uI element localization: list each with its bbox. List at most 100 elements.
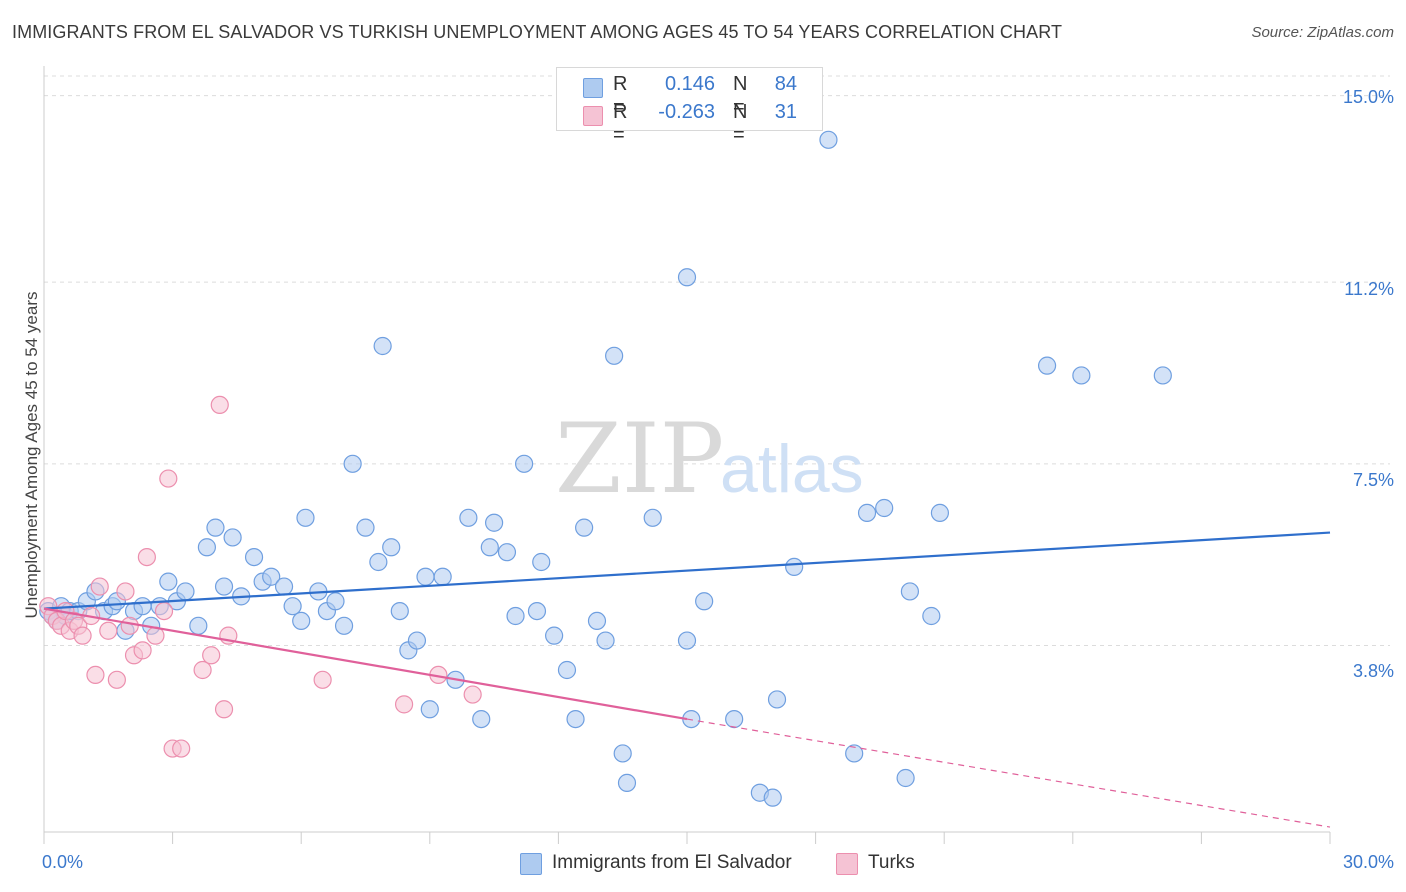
point-el-salvador <box>785 557 804 577</box>
point-el-salvador <box>356 518 375 537</box>
point-el-salvador <box>283 597 302 616</box>
legend-label-el-salvador: Immigrants from El Salvador <box>552 852 792 873</box>
point-el-salvador <box>515 454 534 473</box>
y-tick-label: 15.0% <box>1342 87 1394 107</box>
point-turks <box>116 582 135 601</box>
swatch-el-salvador <box>583 78 603 98</box>
trend-line-turks <box>43 607 688 721</box>
point-el-salvador <box>605 346 624 365</box>
point-el-salvador <box>274 577 294 596</box>
point-turks <box>193 660 212 680</box>
point-el-salvador <box>1072 366 1091 385</box>
point-turks <box>172 739 191 758</box>
point-el-salvador <box>643 508 662 527</box>
point-el-salvador <box>214 577 234 596</box>
swatch-turks <box>836 853 858 875</box>
point-turks <box>154 601 174 621</box>
n-value-turks: 31 <box>774 101 797 123</box>
r-label: R = <box>613 73 628 118</box>
legend-label-turks: Turks <box>868 852 915 873</box>
y-tick-label: 7.5% <box>1352 470 1394 490</box>
r-value-el-salvador: 0.146 <box>664 73 715 95</box>
point-turks <box>313 670 332 689</box>
watermark-zip: ZIP <box>555 403 724 515</box>
point-el-salvador <box>763 788 782 807</box>
point-el-salvador <box>373 336 392 356</box>
point-el-salvador <box>296 508 315 527</box>
swatch-turks <box>583 106 603 126</box>
point-el-salvador <box>506 606 525 626</box>
point-el-salvador <box>292 611 311 631</box>
n-label: N = <box>733 101 748 146</box>
point-el-salvador <box>244 547 264 567</box>
point-el-salvador <box>900 582 920 601</box>
point-el-salvador <box>485 513 504 532</box>
point-turks <box>214 700 234 719</box>
point-el-salvador <box>497 543 517 562</box>
point-turks <box>107 670 126 689</box>
point-turks <box>90 577 109 596</box>
point-el-salvador <box>262 567 281 586</box>
trend-line-el-salvador <box>43 531 1331 610</box>
point-turks <box>137 547 156 567</box>
data-points <box>39 130 1172 807</box>
point-turks <box>86 665 105 685</box>
point-el-salvador <box>532 552 551 572</box>
point-turks <box>463 685 482 704</box>
point-el-salvador <box>767 690 787 709</box>
point-el-salvador <box>1037 356 1057 375</box>
point-el-salvador <box>472 709 491 729</box>
point-el-salvador <box>613 744 632 763</box>
point-el-salvador <box>326 592 345 611</box>
point-turks <box>133 641 152 660</box>
point-turks <box>394 695 414 714</box>
point-el-salvador <box>206 518 225 537</box>
point-el-salvador <box>930 503 950 523</box>
point-el-salvador <box>133 597 152 616</box>
point-turks <box>159 469 178 488</box>
point-el-salvador <box>407 631 427 650</box>
trend-line-turks-extrapolated <box>686 718 1331 828</box>
point-el-salvador <box>480 538 499 557</box>
point-el-salvador <box>557 660 577 680</box>
point-el-salvador <box>382 538 401 557</box>
r-value-turks: -0.263 <box>658 101 715 123</box>
point-el-salvador <box>197 538 216 557</box>
point-el-salvador <box>459 508 478 527</box>
point-el-salvador <box>527 601 547 621</box>
point-el-salvador <box>545 626 564 645</box>
point-el-salvador <box>617 773 637 793</box>
point-el-salvador <box>223 528 242 547</box>
axes <box>43 66 1331 844</box>
point-el-salvador <box>875 498 894 518</box>
point-el-salvador <box>677 631 697 650</box>
point-el-salvador <box>587 611 607 631</box>
point-el-salvador <box>416 567 435 586</box>
point-el-salvador <box>566 709 585 729</box>
point-el-salvador <box>334 616 354 635</box>
point-el-salvador <box>677 268 697 287</box>
point-el-salvador <box>189 616 208 635</box>
point-el-salvador <box>596 631 615 650</box>
y-tick-label: 3.8% <box>1352 661 1394 681</box>
point-el-salvador <box>369 552 388 572</box>
n-value-el-salvador: 84 <box>774 73 797 95</box>
point-el-salvador <box>343 454 362 473</box>
n-label: N = <box>733 73 748 118</box>
y-axis-label: Unemployment Among Ages 45 to 54 years <box>22 291 41 619</box>
watermark-atlas: atlas <box>720 431 864 507</box>
point-el-salvador <box>857 503 877 523</box>
point-el-salvador <box>575 518 594 537</box>
chart-title: IMMIGRANTS FROM EL SALVADOR VS TURKISH U… <box>12 22 1063 42</box>
point-el-salvador <box>1153 366 1172 385</box>
point-el-salvador <box>845 744 864 763</box>
correlation-legend: R = 0.146 N = 84 R = -0.263 N = 31 <box>556 67 823 146</box>
y-tick-label: 11.2% <box>1344 279 1394 299</box>
point-turks <box>202 646 221 665</box>
point-el-salvador <box>725 709 744 729</box>
trend-lines <box>43 531 1331 828</box>
swatch-el-salvador <box>520 853 542 875</box>
point-el-salvador <box>176 582 195 601</box>
point-turks <box>73 626 92 645</box>
